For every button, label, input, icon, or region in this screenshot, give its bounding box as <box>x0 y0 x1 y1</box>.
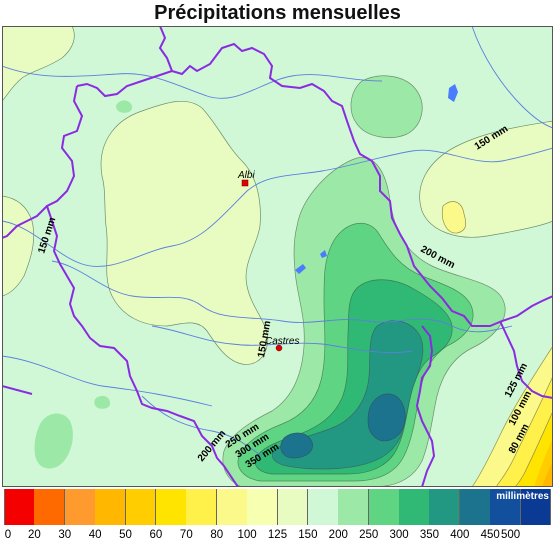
legend-swatch <box>216 489 248 525</box>
legend-tick: 125 <box>267 529 288 541</box>
legend-tick: 200 <box>328 529 348 541</box>
department-border <box>2 26 553 487</box>
legend-tick: 300 <box>389 529 409 541</box>
legend-tick: 100 <box>237 529 257 541</box>
legend-swatch <box>307 489 339 525</box>
legend-tick: 500 <box>501 529 521 541</box>
legend-tick: 250 <box>359 529 379 541</box>
zone-50-60-se <box>542 461 553 487</box>
legend-swatch <box>34 489 66 525</box>
zone-125-150-central <box>100 100 269 365</box>
legend-swatch <box>125 489 157 525</box>
legend-tick: 0 <box>4 529 12 541</box>
city-castres: Castres <box>265 336 299 352</box>
color-legend: 0 20 30 40 50 60 70 80 100 125 150 200 250 300 350 400 4… <box>0 488 555 549</box>
legend-tick: 50 <box>119 529 132 541</box>
legend-swatch <box>155 489 187 525</box>
legend-tick: 20 <box>27 529 41 541</box>
zone-200-250-w <box>34 413 73 469</box>
city-marker-castres <box>275 344 283 352</box>
zone-200-250-s <box>94 395 111 409</box>
legend-tick: 150 <box>298 529 318 541</box>
legend-tick: 70 <box>179 529 193 541</box>
legend-swatch <box>186 489 218 525</box>
legend-swatch <box>4 489 35 525</box>
legend-swatch <box>520 489 552 525</box>
legend-swatch <box>368 489 400 525</box>
precipitation-map: 150 mm 150 mm 150 mm 200 mm 200 mm 250 m… <box>2 26 553 487</box>
city-albi: Albi <box>237 170 255 187</box>
legend-swatch <box>247 489 278 525</box>
lake-centre-a <box>295 264 306 274</box>
legend-tick: 450 <box>480 529 500 541</box>
legend-tick: 400 <box>450 529 470 541</box>
city-label-castres: Castres <box>265 336 299 347</box>
legend-swatch <box>338 489 370 525</box>
legend-unit-label: millimètres <box>496 491 549 502</box>
legend-tick: 350 <box>419 529 440 541</box>
city-marker-albi <box>241 179 249 187</box>
map-frame <box>2 26 553 487</box>
zone-100-125-east <box>441 201 467 234</box>
legend-swatch <box>429 489 461 525</box>
legend-swatch <box>459 489 491 525</box>
legend-tick: 30 <box>58 529 72 541</box>
legend-swatch <box>399 489 430 525</box>
lake-ne <box>448 84 458 102</box>
legend-swatch <box>95 489 127 525</box>
legend-tick: 60 <box>149 529 163 541</box>
zone-200-250-ne <box>350 75 423 138</box>
zone-125-150-north <box>2 26 75 102</box>
legend-tick: 40 <box>88 529 102 541</box>
zone-200-250-nw <box>116 100 133 113</box>
map-title: Précipitations mensuelles <box>154 2 401 24</box>
lake-centre-b <box>320 250 327 258</box>
rivers <box>2 26 553 457</box>
legend-swatch <box>277 489 309 525</box>
legend-swatch <box>490 489 522 525</box>
zone-400-450-a <box>367 393 406 442</box>
legend-swatch <box>64 489 96 525</box>
city-label-albi: Albi <box>237 170 255 181</box>
zone-400-450-b <box>280 432 313 459</box>
legend-tick: 80 <box>210 529 224 541</box>
